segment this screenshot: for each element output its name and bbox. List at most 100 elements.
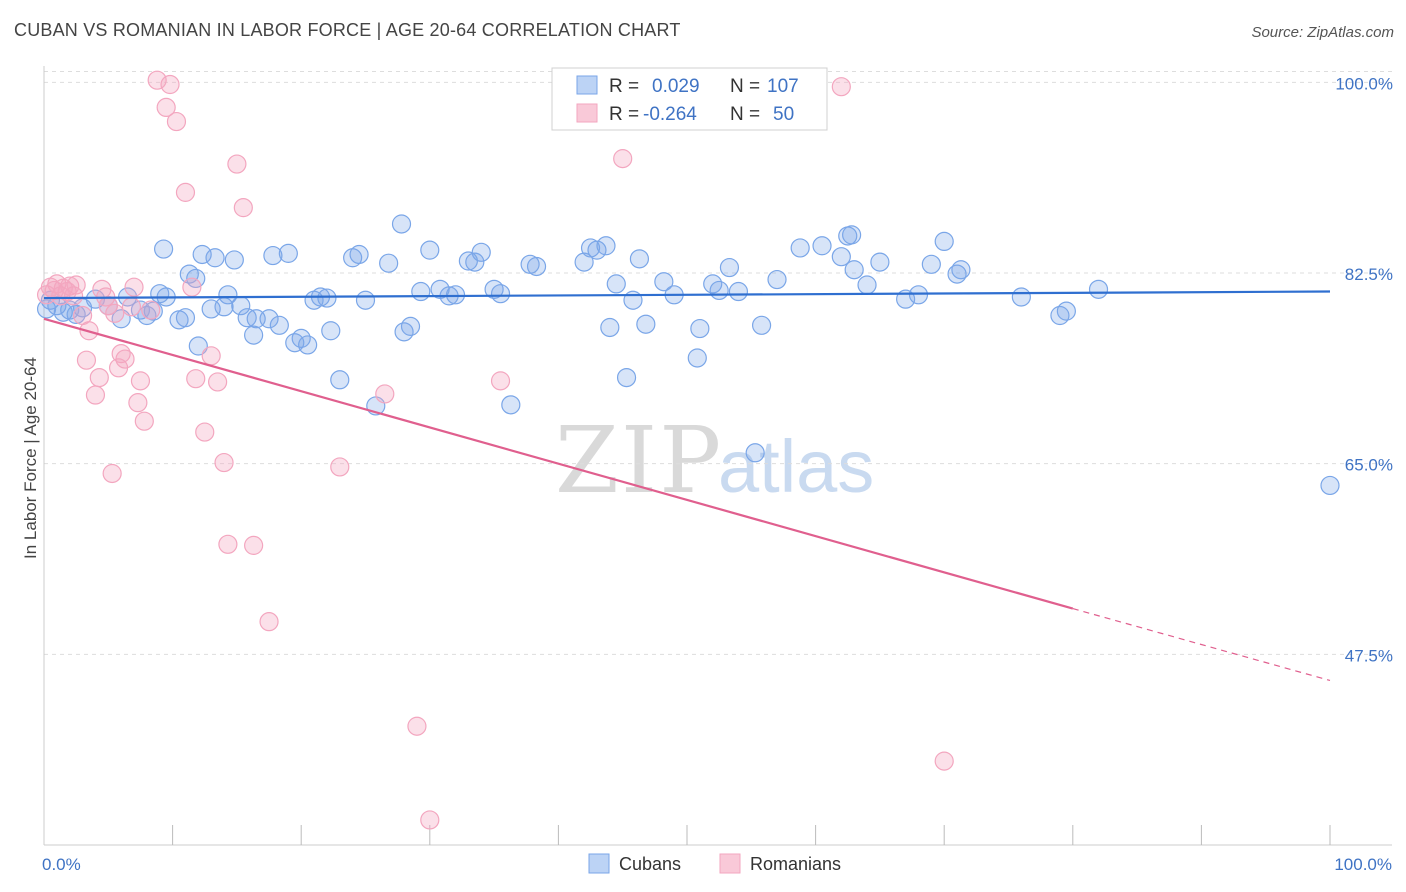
romanians-point-29	[147, 70, 167, 90]
cubans-point-77	[687, 348, 707, 368]
romanians-point-49	[490, 371, 511, 391]
romanians-point-19	[105, 303, 125, 323]
y-tick-label-2: 65.0%	[1345, 456, 1393, 475]
romanians-point-45	[330, 457, 350, 477]
cubans-point-38	[298, 335, 318, 355]
romanians-point-48	[420, 810, 440, 830]
cubans-point-97	[934, 231, 954, 252]
romanians-point-46	[375, 384, 395, 404]
cubans-point-52	[411, 281, 431, 302]
bottom-legend-swatch-romanians	[719, 853, 741, 874]
cubans-point-18	[175, 308, 196, 328]
trend-lines	[43, 290, 1331, 682]
cubans-point-70	[606, 274, 626, 294]
romanians-point-37	[201, 346, 221, 366]
bottom-legend-label-romanians: Romanians	[750, 854, 841, 874]
cubans-point-43	[330, 370, 350, 390]
axes	[43, 66, 1392, 846]
romanians-point-25	[128, 393, 148, 413]
romanians-point-9	[66, 275, 86, 295]
cubans-point-65	[574, 252, 594, 272]
cubans-point-69	[600, 317, 620, 338]
romanians-point-14	[89, 368, 109, 388]
cubans-point-99	[951, 260, 971, 280]
cubans-point-53	[420, 240, 440, 260]
cubans-point-42	[321, 321, 341, 341]
series-romanians-points	[36, 70, 954, 830]
cubans-point-30	[244, 325, 264, 345]
cubans-point-83	[745, 443, 765, 463]
cubans-point-102	[1056, 301, 1076, 321]
legend-r-label-1: R =	[609, 76, 639, 97]
cubans-point-62	[501, 395, 521, 415]
cubans-point-75	[654, 272, 674, 292]
romanians-point-23	[121, 297, 142, 317]
cubans-point-92	[857, 275, 877, 295]
cubans-point-95	[908, 285, 929, 305]
cubans-point-81	[719, 257, 740, 278]
cubans-point-16	[153, 239, 174, 259]
y-tick-label-1: 82.5%	[1345, 265, 1393, 284]
romanians-point-43	[244, 535, 264, 555]
cubans-point-84	[751, 315, 772, 335]
cubans-point-100	[1011, 287, 1031, 307]
romanians-point-39	[214, 452, 234, 473]
cubans-point-74	[636, 314, 656, 334]
cubans-point-34	[269, 315, 289, 335]
cubans-point-49	[391, 214, 412, 234]
cubans-point-85	[767, 269, 787, 290]
romanians-point-38	[208, 372, 228, 392]
romanians-point-41	[227, 154, 247, 174]
romanians-point-54	[934, 751, 954, 771]
cubans-point-91	[844, 260, 864, 280]
legend-n-label-2: N =	[730, 104, 760, 125]
romanians-point-35	[186, 369, 206, 389]
cubans-point-90	[842, 225, 862, 245]
cubans-point-58	[465, 252, 485, 272]
bottom-legend: Cubans Romanians	[588, 853, 841, 874]
cubans-point-41	[317, 288, 337, 308]
source-label: Source: ZipAtlas.com	[1251, 24, 1394, 41]
cubans-point-73	[629, 249, 650, 269]
cubans-point-35	[278, 243, 298, 263]
romanians-point-24	[124, 277, 144, 297]
romanians-point-47	[407, 716, 427, 736]
watermark: ZIP atlas	[555, 407, 874, 514]
cubans-trend-line	[43, 290, 1331, 300]
romanians-point-7	[60, 276, 80, 296]
y-tick-labels: 100.0% 82.5% 65.0% 47.5%	[1335, 74, 1393, 665]
romanians-point-28	[141, 300, 161, 320]
romanians-point-31	[160, 74, 180, 95]
legend-n-value-1: 107	[767, 76, 799, 97]
cubans-point-64	[526, 256, 547, 277]
cubans-point-24	[205, 248, 225, 268]
watermark-zip: ZIP	[555, 407, 723, 514]
cubans-point-59	[471, 242, 491, 262]
cubans-point-78	[690, 318, 710, 339]
romanians-point-33	[175, 182, 196, 202]
cubans-point-67	[587, 240, 607, 260]
bottom-legend-swatch-cubans	[588, 853, 610, 874]
legend-r-label-2: R =	[609, 104, 639, 125]
cubans-point-80	[709, 280, 729, 301]
cubans-point-88	[831, 247, 851, 267]
cubans-point-48	[379, 253, 399, 273]
romanians-point-27	[134, 411, 154, 431]
romanians-point-42	[233, 198, 253, 218]
cubans-point-93	[870, 252, 890, 272]
romanians-point-13	[85, 385, 106, 405]
cubans-point-86	[790, 238, 810, 258]
cubans-point-26	[218, 285, 238, 305]
cubans-point-51	[400, 316, 421, 336]
cubans-point-45	[349, 244, 369, 265]
x-tick-labels: 0.0% 100.0%	[42, 855, 1392, 874]
cubans-point-96	[921, 254, 941, 274]
cubans-point-61	[490, 284, 511, 304]
legend-swatch-romanians	[576, 103, 598, 123]
bottom-legend-label-cubans: Cubans	[619, 854, 681, 874]
cubans-point-104	[1320, 475, 1340, 496]
romanians-point-53	[831, 77, 851, 97]
cubans-point-82	[728, 281, 749, 302]
legend-swatch-cubans	[576, 75, 598, 95]
